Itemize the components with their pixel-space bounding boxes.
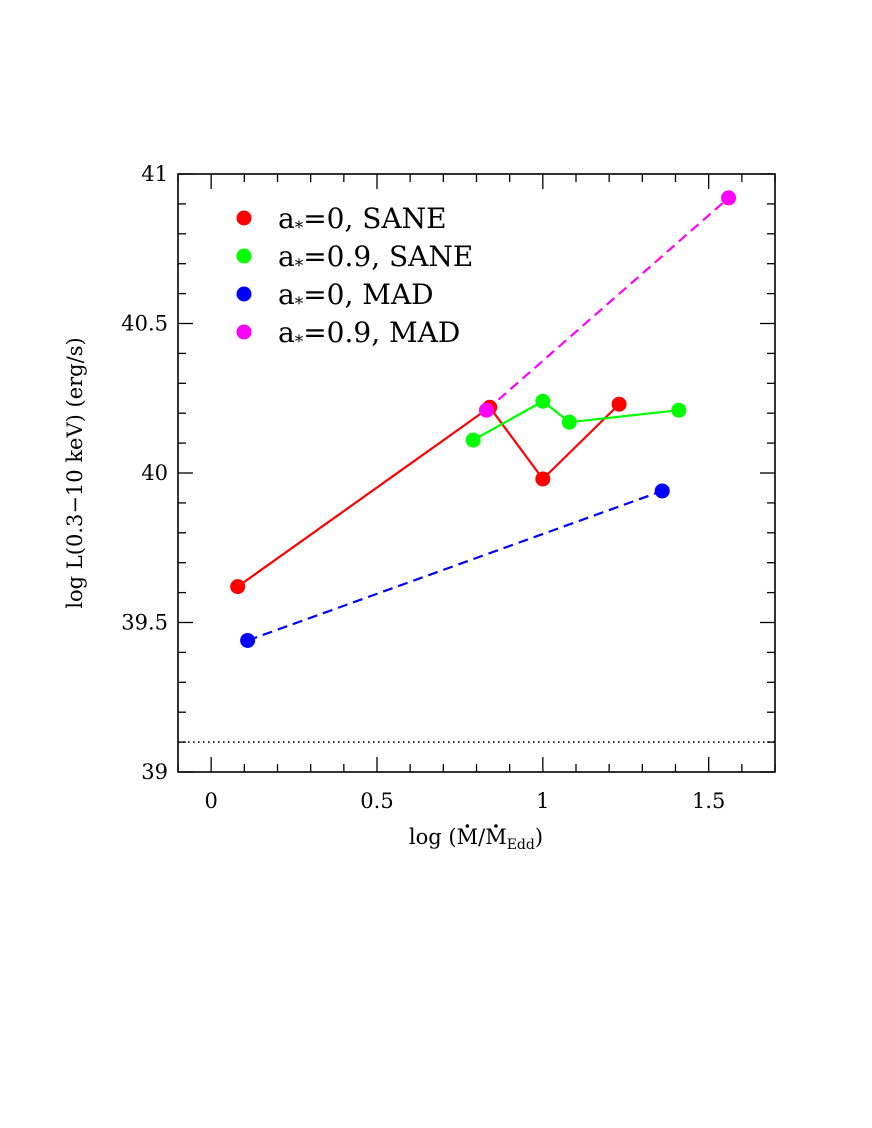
legend-label-rest: =0, MAD: [303, 278, 433, 311]
x-axis-label-mdot-edd: M: [485, 825, 507, 849]
mdot-dot: [494, 824, 498, 828]
y-tick-label: 39.5: [121, 611, 168, 635]
x-tick-label: 0: [204, 789, 217, 813]
x-axis-label-slash: /: [478, 825, 486, 849]
y-tick-label: 39: [141, 760, 168, 784]
axis-ticks: [177, 173, 776, 773]
legend-marker-1: [236, 248, 252, 264]
series-point-2: [240, 632, 256, 648]
x-axis-label-subscript: Edd: [507, 837, 535, 853]
legend-label-rest: =0, SANE: [303, 202, 446, 235]
y-axis-label: log L(0.3−10 keV) (erg/s): [63, 337, 87, 608]
x-axis-label: log (M/MEdd): [409, 825, 543, 853]
legend-label-2: a*=0, MAD: [278, 278, 434, 314]
legend-label-rest: =0.9, SANE: [303, 240, 473, 273]
series-point-0: [535, 471, 551, 487]
legend-label-base: a: [278, 202, 295, 235]
legend-label-3: a*=0.9, MAD: [278, 316, 460, 352]
series-line-3: [485, 197, 730, 412]
legend-label-subscript: *: [295, 256, 304, 276]
series-point-0: [230, 579, 246, 595]
series-point-1: [465, 432, 481, 448]
series-point-1: [561, 414, 577, 430]
legend-label-subscript: *: [295, 332, 304, 352]
legend-label-base: a: [278, 316, 295, 349]
series-line-1: [472, 399, 679, 442]
legend-label-subscript: *: [295, 294, 304, 314]
legend-label-base: a: [278, 240, 295, 273]
tick-labels: 0 0.5 1 1.5 39 39.5 40 40.5 41: [121, 162, 725, 813]
legend-marker-0: [236, 210, 252, 226]
series-point-0: [611, 396, 627, 412]
x-axis-label-prefix: log (: [409, 825, 457, 849]
x-tick-label: 1: [536, 789, 549, 813]
x-tick-label: 1.5: [692, 789, 725, 813]
x-axis-label-suffix: ): [535, 825, 543, 849]
legend-label-base: a: [278, 278, 295, 311]
legend-marker-3: [236, 324, 252, 340]
legend-marker-2: [236, 286, 252, 302]
mdot-dot: [465, 824, 470, 828]
x-axis-label-mdot: M: [457, 825, 479, 849]
series-point-2: [654, 483, 670, 499]
series-point-3: [721, 190, 737, 206]
plot-frame: [177, 173, 776, 773]
legend-label-0: a*=0, SANE: [278, 202, 447, 238]
series-point-1: [535, 393, 551, 409]
x-tick-label: 0.5: [360, 789, 393, 813]
legend-label-subscript: *: [295, 218, 304, 238]
y-tick-label: 40: [141, 461, 168, 485]
series-line-0: [237, 403, 620, 588]
series-points: [230, 190, 737, 648]
y-tick-label: 40.5: [121, 312, 168, 336]
series-point-3: [478, 402, 494, 418]
legend-label-1: a*=0.9, SANE: [278, 240, 473, 276]
legend-label-rest: =0.9, MAD: [303, 316, 460, 349]
x-axis-label-dots: [465, 824, 498, 828]
series-line-2: [247, 489, 663, 642]
series-point-1: [671, 402, 687, 418]
y-tick-label: 41: [141, 162, 168, 186]
series-lines: [237, 197, 730, 642]
